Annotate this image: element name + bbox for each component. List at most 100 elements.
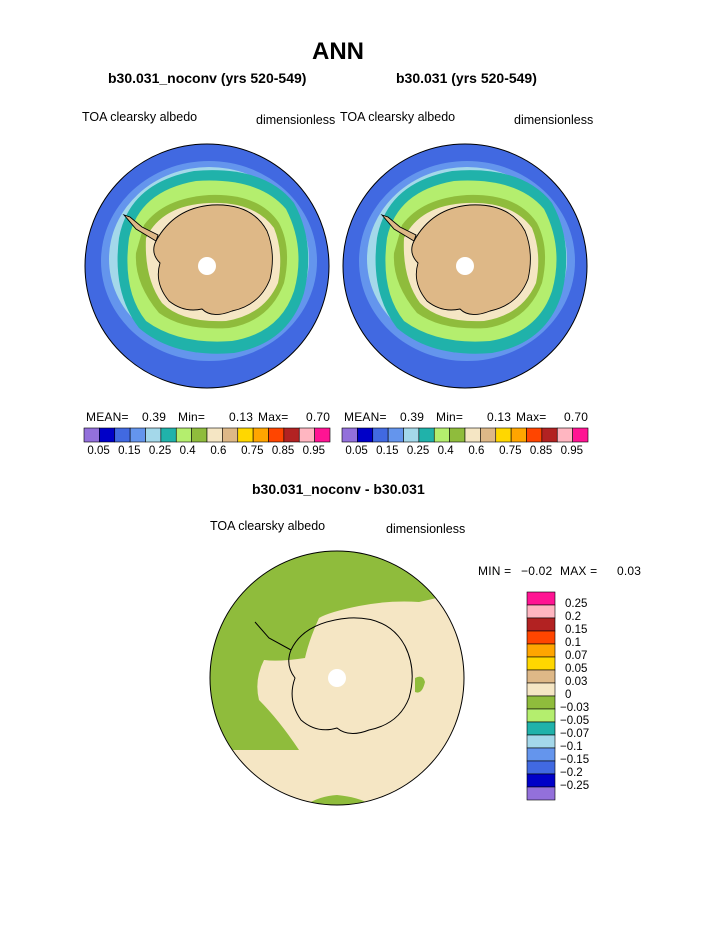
legend-tick-label: −0.2 xyxy=(560,767,583,779)
panel-1-field-label: TOA clearsky albedo xyxy=(82,110,198,124)
colorbar-tick-label: 0.4 xyxy=(179,445,196,457)
diff-legend-labels: 0.25 0.2 0.15 0.1 0.07 0.05 0.03 0 −0.03 −0.05 −0.… xyxy=(560,592,620,800)
panel-2-min-label: Min= xyxy=(436,410,464,424)
colorbar-swatch xyxy=(298,427,315,443)
colorbar-swatch xyxy=(510,427,527,443)
colorbar-swatch xyxy=(222,427,239,443)
pole-hole xyxy=(456,257,474,275)
legend-swatch xyxy=(526,669,556,684)
colorbar-tick-label: 0.6 xyxy=(468,445,485,457)
antarctic-peninsula xyxy=(122,214,159,242)
colorbar-tick-label: 0.05 xyxy=(345,445,368,457)
colorbar-tick-label: 0.05 xyxy=(87,445,110,457)
legend-swatch xyxy=(526,591,556,606)
map-boundary xyxy=(84,143,330,389)
legend-tick-label: 0.07 xyxy=(565,650,588,662)
panel-1-units-label: dimensionless xyxy=(256,113,336,127)
legend-swatch xyxy=(526,643,556,658)
colorbar-swatch xyxy=(556,427,573,443)
colorbar-swatch xyxy=(480,427,497,443)
legend-tick-label: 0.03 xyxy=(565,676,588,688)
colorbar-swatch xyxy=(572,427,589,443)
legend-tick-label: −0.07 xyxy=(560,728,590,740)
colorbar-swatch xyxy=(191,427,208,443)
legend-swatch xyxy=(526,786,556,801)
diff-title: b30.031_noconv - b30.031 xyxy=(252,481,425,497)
colorbar-tick-label: 0.15 xyxy=(376,445,399,457)
legend-swatch xyxy=(526,747,556,762)
colorbar-tick-label: 0.6 xyxy=(210,445,227,457)
diff-max-label: MAX = xyxy=(560,564,598,578)
peninsula-outline xyxy=(254,621,292,651)
panel-2-colorbar-labels: 0.05 0.15 0.25 0.4 0.6 0.75 0.85 0.95 xyxy=(342,445,592,461)
legend-tick-label: 0.15 xyxy=(565,624,588,636)
legend-swatch xyxy=(526,630,556,645)
legend-tick-label: 0.2 xyxy=(565,611,581,623)
panel-1-map xyxy=(84,143,330,389)
colorbar-swatch xyxy=(464,427,481,443)
colorbar-swatch xyxy=(145,427,162,443)
legend-swatch xyxy=(526,734,556,749)
panel-2-case-title: b30.031 (yrs 520-549) xyxy=(396,70,537,86)
colorbar-swatch xyxy=(372,427,389,443)
colorbar-swatch xyxy=(114,427,131,443)
diff-green-patch-east xyxy=(415,676,425,693)
panel-2-mean-label: MEAN= xyxy=(344,410,387,424)
panel-2-max-label: Max= xyxy=(516,410,547,424)
legend-swatch xyxy=(526,760,556,775)
colorbar-swatch xyxy=(268,427,285,443)
panel-1-mean-label: MEAN= xyxy=(86,410,129,424)
colorbar-swatch xyxy=(175,427,192,443)
panel-1-max-label: Max= xyxy=(258,410,289,424)
legend-tick-label: −0.05 xyxy=(560,715,590,727)
colorbar-swatch xyxy=(160,427,177,443)
legend-tick-label: −0.03 xyxy=(560,702,590,714)
diff-min-label: MIN = xyxy=(478,564,512,578)
legend-swatch xyxy=(526,708,556,723)
pole-hole xyxy=(328,669,346,687)
map-boundary xyxy=(209,550,465,806)
colorbar-swatch xyxy=(541,427,558,443)
legend-swatch xyxy=(526,656,556,671)
legend-swatch xyxy=(526,773,556,788)
legend-tick-label: 0 xyxy=(565,689,572,701)
colorbar-swatch xyxy=(341,427,358,443)
colorbar-swatch xyxy=(237,427,254,443)
colorbar-tick-label: 0.25 xyxy=(148,445,172,457)
colorbar-tick-label: 0.75 xyxy=(499,445,522,457)
panel-2-colorbar xyxy=(341,427,589,443)
legend-swatch xyxy=(526,617,556,632)
panel-1-colorbar-labels: 0.05 0.15 0.25 0.4 0.6 0.75 0.85 0.95 xyxy=(84,445,334,461)
legend-swatch xyxy=(526,682,556,697)
colorbar-swatch xyxy=(99,427,116,443)
diff-green-region-top xyxy=(210,551,464,750)
legend-tick-label: 0.1 xyxy=(565,637,581,649)
colorbar-swatch xyxy=(403,427,420,443)
panel-1-case-title: b30.031_noconv (yrs 520-549) xyxy=(108,70,307,86)
colorbar-swatch xyxy=(206,427,223,443)
colorbar-tick-label: 0.15 xyxy=(118,445,141,457)
panel-1-colorbar xyxy=(83,427,331,443)
legend-tick-label: −0.1 xyxy=(560,741,583,753)
colorbar-swatch xyxy=(129,427,146,443)
diff-units-label: dimensionless xyxy=(386,522,466,536)
diff-max-value: 0.03 xyxy=(617,564,642,578)
panel-2-units-label: dimensionless xyxy=(514,113,594,127)
colorbar-tick-label: 0.85 xyxy=(271,445,295,457)
legend-tick-label: −0.15 xyxy=(560,754,590,766)
colorbar-swatch xyxy=(283,427,300,443)
colorbar-swatch xyxy=(314,427,331,443)
continent-outline xyxy=(288,617,413,734)
colorbar-swatch xyxy=(387,427,404,443)
legend-swatch xyxy=(526,604,556,619)
colorbar-swatch xyxy=(83,427,100,443)
diff-min-value: −0.02 xyxy=(521,564,553,578)
panel-1-max-value: 0.70 xyxy=(306,410,331,424)
panel-1-min-label: Min= xyxy=(178,410,206,424)
colorbar-tick-label: 0.25 xyxy=(406,445,430,457)
map-boundary xyxy=(342,143,588,389)
legend-swatch xyxy=(526,695,556,710)
diff-legend-bar xyxy=(526,591,556,801)
colorbar-swatch xyxy=(449,427,466,443)
legend-swatch xyxy=(526,721,556,736)
